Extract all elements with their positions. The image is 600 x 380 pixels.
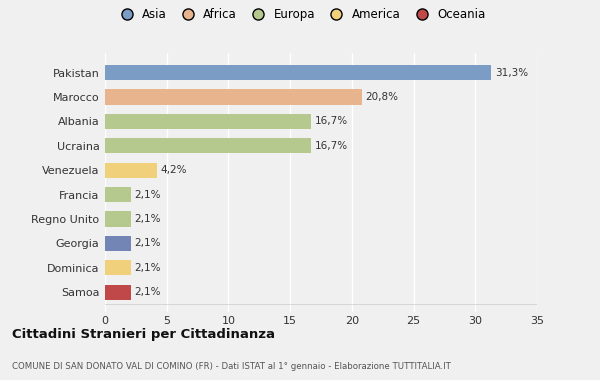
Bar	[105, 236, 131, 251]
Text: 16,7%: 16,7%	[315, 116, 348, 127]
Text: 2,1%: 2,1%	[134, 287, 161, 297]
Bar	[105, 114, 311, 129]
Text: 2,1%: 2,1%	[134, 263, 161, 273]
Bar	[105, 187, 131, 202]
Text: COMUNE DI SAN DONATO VAL DI COMINO (FR) - Dati ISTAT al 1° gennaio - Elaborazion: COMUNE DI SAN DONATO VAL DI COMINO (FR) …	[12, 362, 451, 370]
Text: 31,3%: 31,3%	[495, 68, 528, 78]
Text: Cittadini Stranieri per Cittadinanza: Cittadini Stranieri per Cittadinanza	[12, 328, 275, 341]
Bar	[105, 211, 131, 226]
Bar	[105, 138, 311, 154]
Bar	[105, 89, 362, 105]
Bar	[105, 65, 491, 80]
Bar	[105, 285, 131, 300]
Text: 2,1%: 2,1%	[134, 238, 161, 249]
Bar	[105, 163, 157, 178]
Legend: Asia, Africa, Europa, America, Oceania: Asia, Africa, Europa, America, Oceania	[112, 6, 488, 24]
Text: 2,1%: 2,1%	[134, 190, 161, 200]
Text: 4,2%: 4,2%	[161, 165, 187, 175]
Bar	[105, 260, 131, 276]
Text: 2,1%: 2,1%	[134, 214, 161, 224]
Text: 16,7%: 16,7%	[315, 141, 348, 151]
Text: 20,8%: 20,8%	[365, 92, 398, 102]
